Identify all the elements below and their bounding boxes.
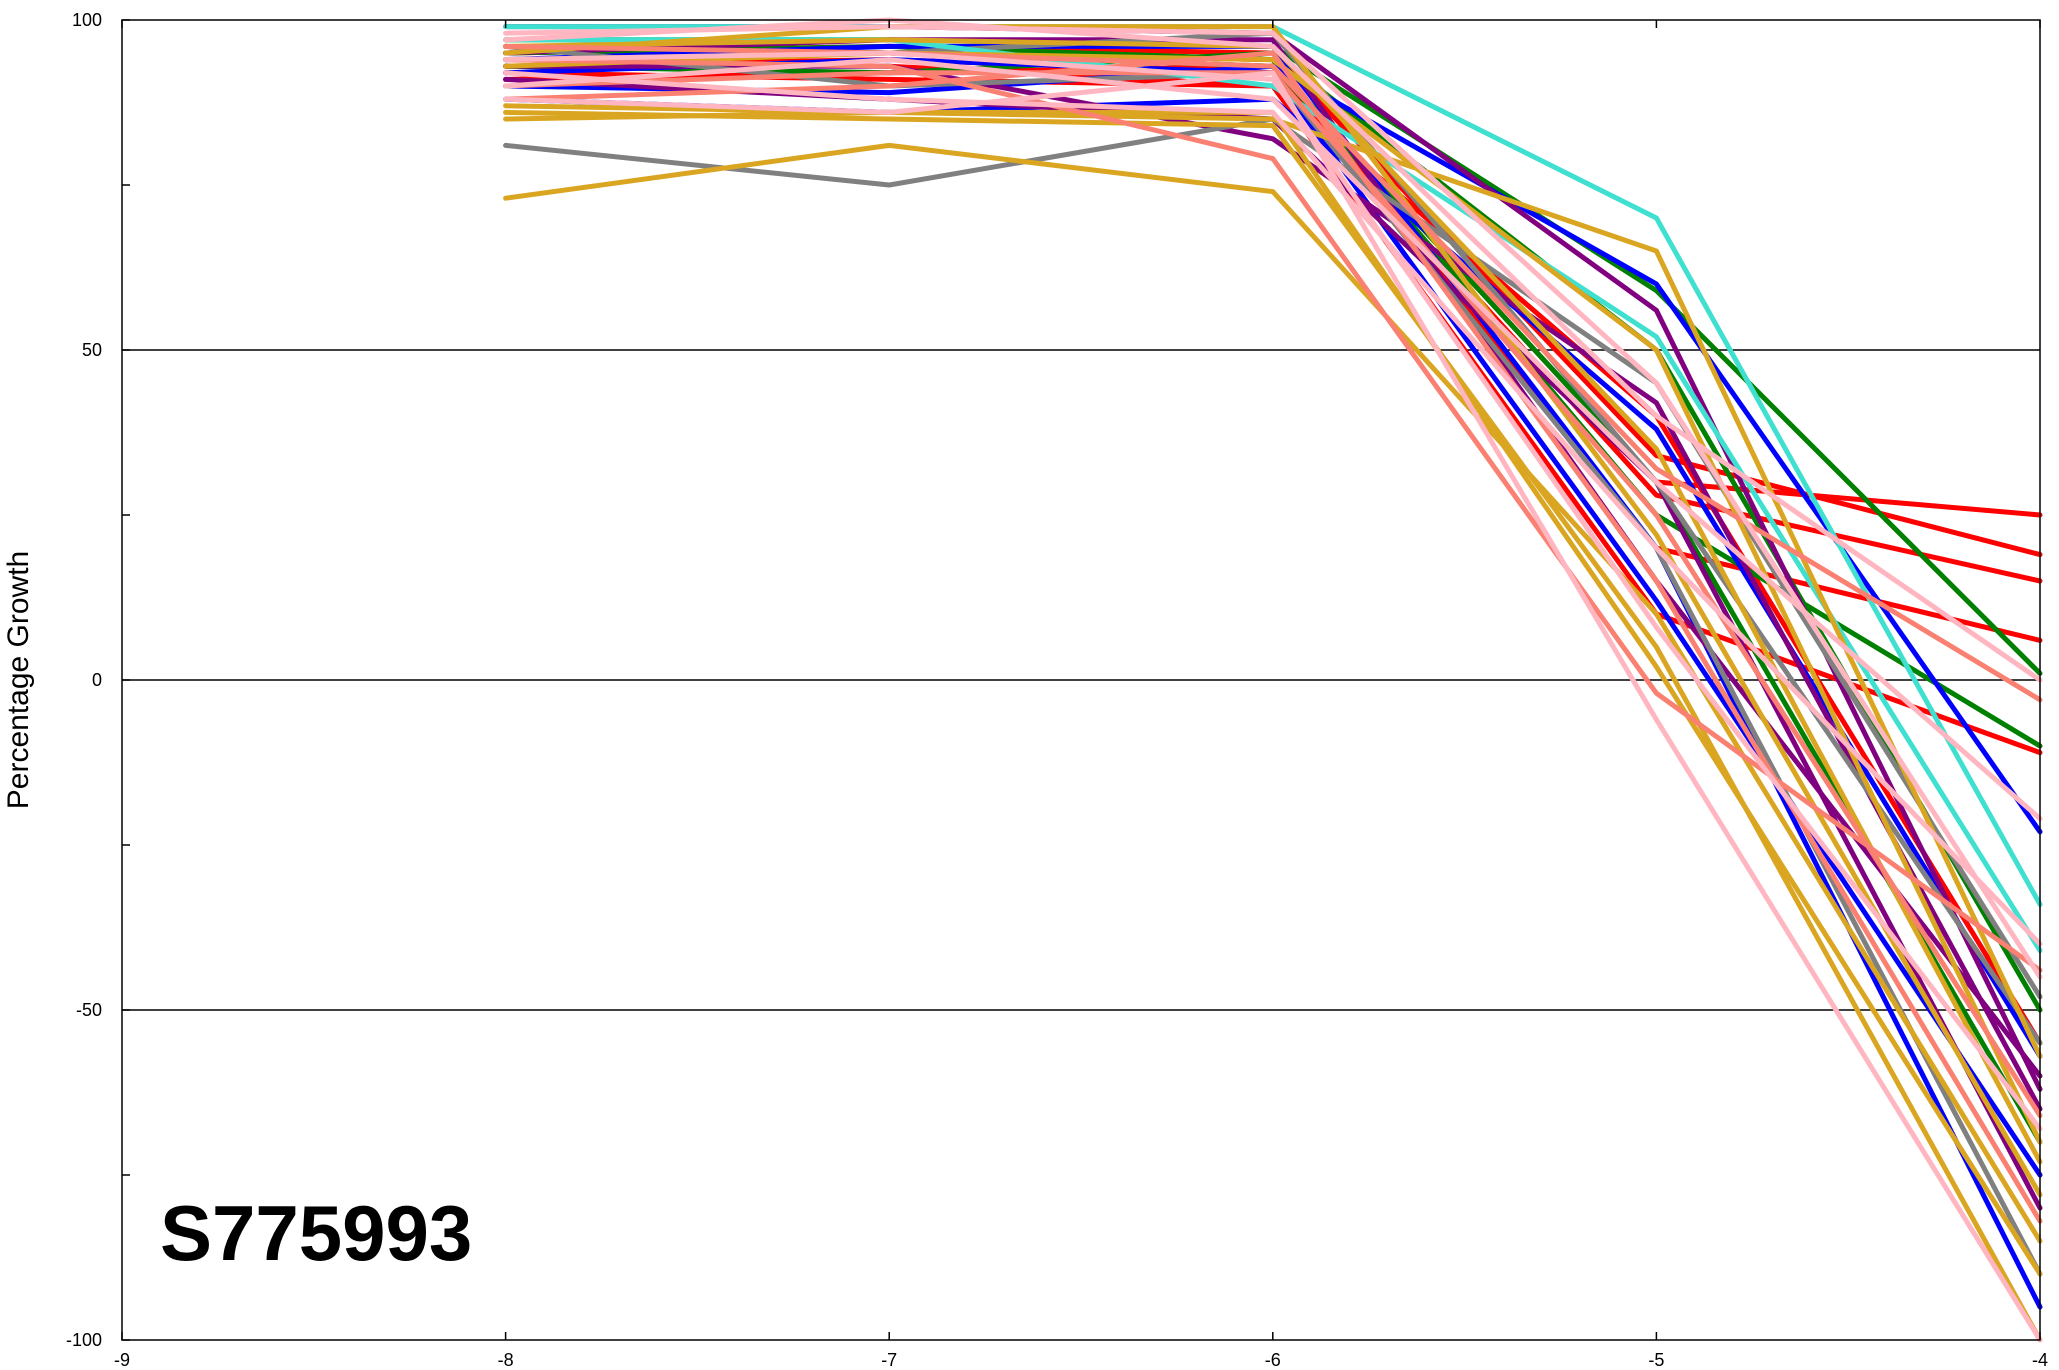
series-line-31	[503, 43, 2043, 703]
series-line-1	[503, 43, 2043, 558]
x-tick-label: -5	[1648, 1350, 1664, 1370]
series-line-16	[503, 76, 2043, 1211]
series-line-10	[503, 63, 2043, 835]
series-line-15	[503, 63, 2043, 1112]
series-line-33	[503, 50, 2043, 1224]
series-line-35	[503, 57, 2043, 822]
series-line-0	[503, 63, 2043, 518]
series-line-14	[503, 24, 2043, 1092]
x-tick-label: -7	[881, 1350, 897, 1370]
series-line-19	[503, 43, 2043, 1277]
axis-ticks	[121, 19, 2041, 1341]
series-line-20	[503, 30, 2043, 1046]
series-line-38	[503, 24, 2043, 980]
y-tick-label: -50	[76, 1000, 102, 1020]
series-line-7	[503, 43, 2043, 749]
y-tick-label: 50	[82, 340, 102, 360]
compound-id-label: S775993	[160, 1189, 472, 1277]
x-tick-label: -4	[2032, 1350, 2048, 1370]
series-line-25	[503, 109, 2043, 1343]
y-tick-label: 100	[72, 10, 102, 30]
series-line-5	[503, 70, 2043, 1046]
series-line-3	[503, 43, 2043, 643]
series-line-30	[503, 57, 2043, 973]
x-tick-label: -6	[1265, 1350, 1281, 1370]
series-line-32	[503, 70, 2043, 1119]
series-line-9	[503, 43, 2043, 1145]
y-tick-label: -100	[66, 1330, 102, 1350]
series-line-39	[503, 50, 2043, 1132]
x-tick-label: -9	[114, 1350, 130, 1370]
x-tick-label: -8	[498, 1350, 514, 1370]
series-line-29	[503, 37, 2043, 1165]
series-line-23	[503, 142, 2043, 1244]
series-line-4	[503, 57, 2043, 756]
y-axis-label: Percentage Growth	[2, 551, 35, 809]
series-line-26	[503, 50, 2043, 1145]
series-line-36	[503, 70, 2043, 1343]
axis-tick-labels: -9 -8 -7 -6 -5 -4 100 50 0 -50 -100	[66, 10, 2048, 1370]
series-line-37	[503, 70, 2043, 947]
y-tick-label: 0	[92, 670, 102, 690]
